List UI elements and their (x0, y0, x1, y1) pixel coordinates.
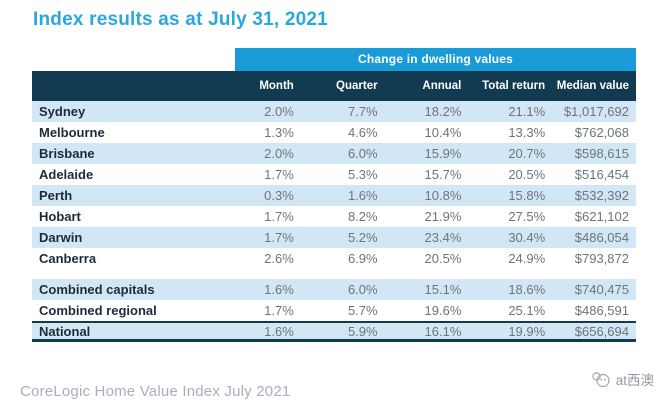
cell-quarter: 5.3% (347, 167, 378, 182)
table-row: Canberra 2.6% 6.9% 20.5% 24.9% $793,872 (32, 248, 636, 269)
cell-total-return: 27.5% (508, 209, 546, 224)
source-note: CoreLogic Home Value Index July 2021 (20, 383, 291, 400)
table-row: Combined regional 1.7% 5.7% 19.6% 25.1% … (32, 300, 636, 321)
cell-median-value: $762,068 (574, 125, 629, 140)
column-header-annual: Annual (422, 80, 462, 92)
row-label: Perth (39, 188, 73, 203)
cell-median-value: $486,591 (574, 303, 629, 318)
cell-median-value: $740,475 (574, 282, 629, 297)
table-row: Melbourne 1.3% 4.6% 10.4% 13.3% $762,068 (32, 122, 636, 143)
row-label: Brisbane (39, 146, 95, 161)
column-header-month: Month (259, 80, 294, 92)
cell-month: 1.3% (264, 125, 294, 140)
cell-median-value: $656,694 (574, 323, 629, 339)
table-row: Brisbane 2.0% 6.0% 15.9% 20.7% $598,615 (32, 143, 636, 164)
page-title: Index results as at July 31, 2021 (33, 9, 328, 30)
column-header-quarter: Quarter (336, 80, 378, 92)
cell-total-return: 25.1% (508, 303, 546, 318)
cell-quarter: 5.9% (347, 323, 378, 339)
cell-total-return: 21.1% (508, 104, 546, 119)
cell-annual: 15.1% (424, 282, 462, 297)
table-row: Perth 0.3% 1.6% 10.8% 15.8% $532,392 (32, 185, 636, 206)
cell-median-value: $621,102 (574, 209, 629, 224)
cell-quarter: 1.6% (347, 188, 378, 203)
cell-total-return: 19.9% (508, 323, 546, 339)
cell-month: 1.7% (264, 303, 294, 318)
table-row: Darwin 1.7% 5.2% 23.4% 30.4% $486,054 (32, 227, 636, 248)
row-label: Melbourne (39, 125, 105, 140)
cell-annual: 21.9% (424, 209, 462, 224)
cell-month: 1.7% (264, 167, 294, 182)
table-header-row: Month Quarter Annual Total return Median… (32, 71, 636, 101)
cell-quarter: 6.0% (347, 146, 378, 161)
column-header-median-value: Median value (556, 80, 629, 92)
cell-quarter: 5.2% (347, 230, 378, 245)
cell-total-return: 30.4% (508, 230, 546, 245)
cell-median-value: $532,392 (574, 188, 629, 203)
row-label: Adelaide (39, 167, 94, 182)
cell-annual: 10.8% (424, 188, 462, 203)
cell-median-value: $598,615 (574, 146, 629, 161)
table-row: Hobart 1.7% 8.2% 21.9% 27.5% $621,102 (32, 206, 636, 227)
watermark-text: at西澳 (615, 373, 654, 388)
cell-median-value: $793,872 (574, 251, 629, 266)
cell-month: 1.6% (264, 282, 294, 297)
cell-quarter: 7.7% (347, 104, 378, 119)
row-label: Darwin (39, 230, 83, 245)
row-label: National (39, 323, 91, 339)
row-label: Sydney (39, 104, 86, 119)
cell-total-return: 13.3% (508, 125, 546, 140)
cell-annual: 23.4% (424, 230, 462, 245)
cell-month: 1.7% (264, 209, 294, 224)
index-results-table: Change in dwelling values Month Quarter … (32, 48, 636, 342)
row-label: Canberra (39, 251, 97, 266)
cell-month: 1.7% (264, 230, 294, 245)
cell-annual: 16.1% (424, 323, 462, 339)
table-row: National 1.6% 5.9% 16.1% 19.9% $656,694 (32, 321, 636, 342)
cell-month: 2.6% (264, 251, 294, 266)
cell-total-return: 20.5% (508, 167, 546, 182)
column-header-total-return: Total return (482, 80, 546, 92)
cell-annual: 20.5% (424, 251, 462, 266)
cell-annual: 15.7% (424, 167, 462, 182)
column-group-header: Change in dwelling values (235, 48, 636, 71)
cell-month: 2.0% (264, 146, 294, 161)
row-label: Combined capitals (39, 282, 155, 297)
table-body: Sydney 2.0% 7.7% 18.2% 21.1% $1,017,692 … (32, 101, 636, 342)
table-row: Adelaide 1.7% 5.3% 15.7% 20.5% $516,454 (32, 164, 636, 185)
table-row: Sydney 2.0% 7.7% 18.2% 21.1% $1,017,692 (32, 101, 636, 122)
cell-quarter: 6.9% (347, 251, 378, 266)
cell-total-return: 15.8% (508, 188, 546, 203)
row-label: Combined regional (39, 303, 157, 318)
cell-annual: 15.9% (424, 146, 462, 161)
cell-quarter: 6.0% (347, 282, 378, 297)
row-label: Hobart (39, 209, 81, 224)
cell-total-return: 24.9% (508, 251, 546, 266)
cell-month: 1.6% (264, 323, 294, 339)
watermark: at西澳 (590, 369, 654, 389)
cell-median-value: $1,017,692 (563, 104, 629, 119)
banner-spacer (32, 48, 235, 71)
cell-quarter: 5.7% (347, 303, 378, 318)
cell-quarter: 4.6% (347, 125, 378, 140)
cell-median-value: $516,454 (574, 167, 629, 182)
cell-total-return: 18.6% (508, 282, 546, 297)
cell-annual: 19.6% (424, 303, 462, 318)
cell-annual: 10.4% (424, 125, 462, 140)
cell-month: 0.3% (264, 188, 294, 203)
cell-total-return: 20.7% (508, 146, 546, 161)
panda-logo-icon (590, 371, 612, 388)
column-group-row: Change in dwelling values (32, 48, 636, 71)
cell-annual: 18.2% (424, 104, 462, 119)
cell-month: 2.0% (264, 104, 294, 119)
table-row: Combined capitals 1.6% 6.0% 15.1% 18.6% … (32, 279, 636, 300)
cell-median-value: $486,054 (574, 230, 629, 245)
cell-quarter: 8.2% (347, 209, 378, 224)
